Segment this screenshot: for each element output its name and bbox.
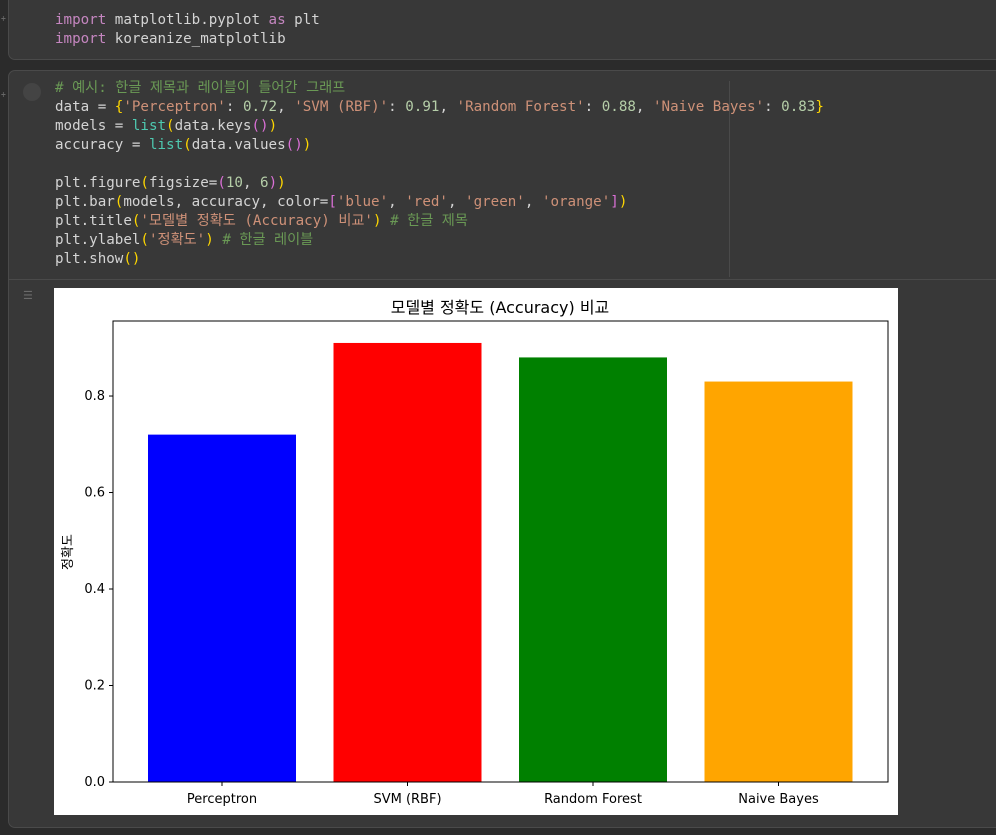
code-token: koreanize_matplotlib [106, 31, 286, 47]
code-token: import [55, 12, 107, 28]
x-tick-label-2: Random Forest [544, 792, 642, 807]
y-tick-label-0: 0.0 [84, 775, 105, 790]
code-token: import [55, 31, 107, 47]
code-string: 'Naive Bayes' [653, 99, 765, 115]
code-string: 'blue' [336, 194, 389, 210]
code-builtin: list [148, 137, 184, 153]
code-number: 0.91 [405, 99, 440, 115]
code-token: models, accuracy, color= [123, 194, 329, 210]
bar-1 [333, 342, 482, 782]
code-token: models = [55, 118, 132, 134]
code-string: '정확도' [148, 232, 206, 248]
code-cell-imports[interactable]: ÷ import matplotlib.pyplot as plt import… [1, 0, 996, 60]
code-token: plt.bar [55, 194, 115, 210]
code-number: 0.88 [601, 99, 636, 115]
code-builtin: list [131, 118, 167, 134]
axes-frame [112, 320, 889, 783]
code-comment: # 예시: 한글 제목과 레이블이 들어간 그래프 [55, 80, 346, 96]
y-tick-label-1: 0.2 [84, 679, 105, 694]
code-number: 0.72 [242, 99, 278, 115]
cell-output-divider [9, 279, 996, 280]
bar-3 [704, 381, 853, 782]
code-string: 'green' [465, 194, 525, 210]
code-token: plt.show [55, 251, 124, 267]
code-number: 6 [260, 175, 269, 191]
chart-output: 모델별 정확도 (Accuracy) 비교 정확도 Perceptron SVM … [54, 288, 898, 815]
code-token: data.values [191, 137, 286, 153]
code-token: data.keys [174, 118, 252, 134]
code-token: figsize= [148, 175, 218, 191]
chart-title: 모델별 정확도 (Accuracy) 비교 [391, 298, 610, 317]
code-string: 'Random Forest' [456, 99, 585, 115]
code-string: '모델별 정확도 (Accuracy) 비교' [140, 213, 373, 229]
code-comment: # 한글 제목 [390, 213, 468, 229]
x-tick-label-0: Perceptron [187, 792, 257, 807]
x-tick-label-3: Naive Bayes [738, 792, 819, 807]
code-comment: # 한글 레이블 [222, 232, 314, 248]
code-token: as [268, 12, 286, 28]
code-string: 'Perceptron' [123, 99, 226, 115]
code-token: plt [285, 12, 320, 28]
y-tick-label-4: 0.8 [84, 389, 105, 404]
bar-0 [148, 434, 296, 782]
y-axis-label: 정확도 [61, 534, 76, 570]
code-token: matplotlib.pyplot [106, 12, 269, 28]
code-token: accuracy = [55, 137, 149, 153]
code-token: plt.ylabel [55, 232, 141, 248]
code-token: { [114, 99, 124, 115]
output-menu-icon[interactable]: ☰ [23, 289, 33, 302]
code-string: 'SVM (RBF)' [294, 99, 389, 115]
cell-gutter-marker: ÷ [1, 90, 6, 99]
code-number: 0.83 [781, 99, 816, 115]
code-token: data = [55, 99, 115, 115]
bar-2 [519, 357, 667, 782]
code-token: plt.figure [55, 175, 141, 191]
y-tick-label-3: 0.6 [84, 486, 105, 501]
code-token: plt.title [55, 213, 132, 229]
cell-gutter-marker: ÷ [1, 14, 6, 23]
code-number: 10 [225, 175, 243, 191]
x-tick-label-1: SVM (RBF) [373, 792, 441, 807]
code-token: } [815, 99, 824, 115]
code-string: 'red' [405, 194, 448, 210]
code-string: 'orange' [541, 194, 611, 210]
code-editor-chart[interactable]: # 예시: 한글 제목과 레이블이 들어간 그래프 data = {'Perce… [55, 80, 824, 267]
y-tick-label-2: 0.4 [84, 582, 105, 597]
code-editor-imports[interactable]: import matplotlib.pyplot as plt import k… [55, 11, 320, 49]
run-cell-button[interactable] [23, 83, 41, 101]
ruler-line [729, 81, 730, 277]
bar-chart: 모델별 정확도 (Accuracy) 비교 정확도 Perceptron SVM … [61, 298, 889, 807]
